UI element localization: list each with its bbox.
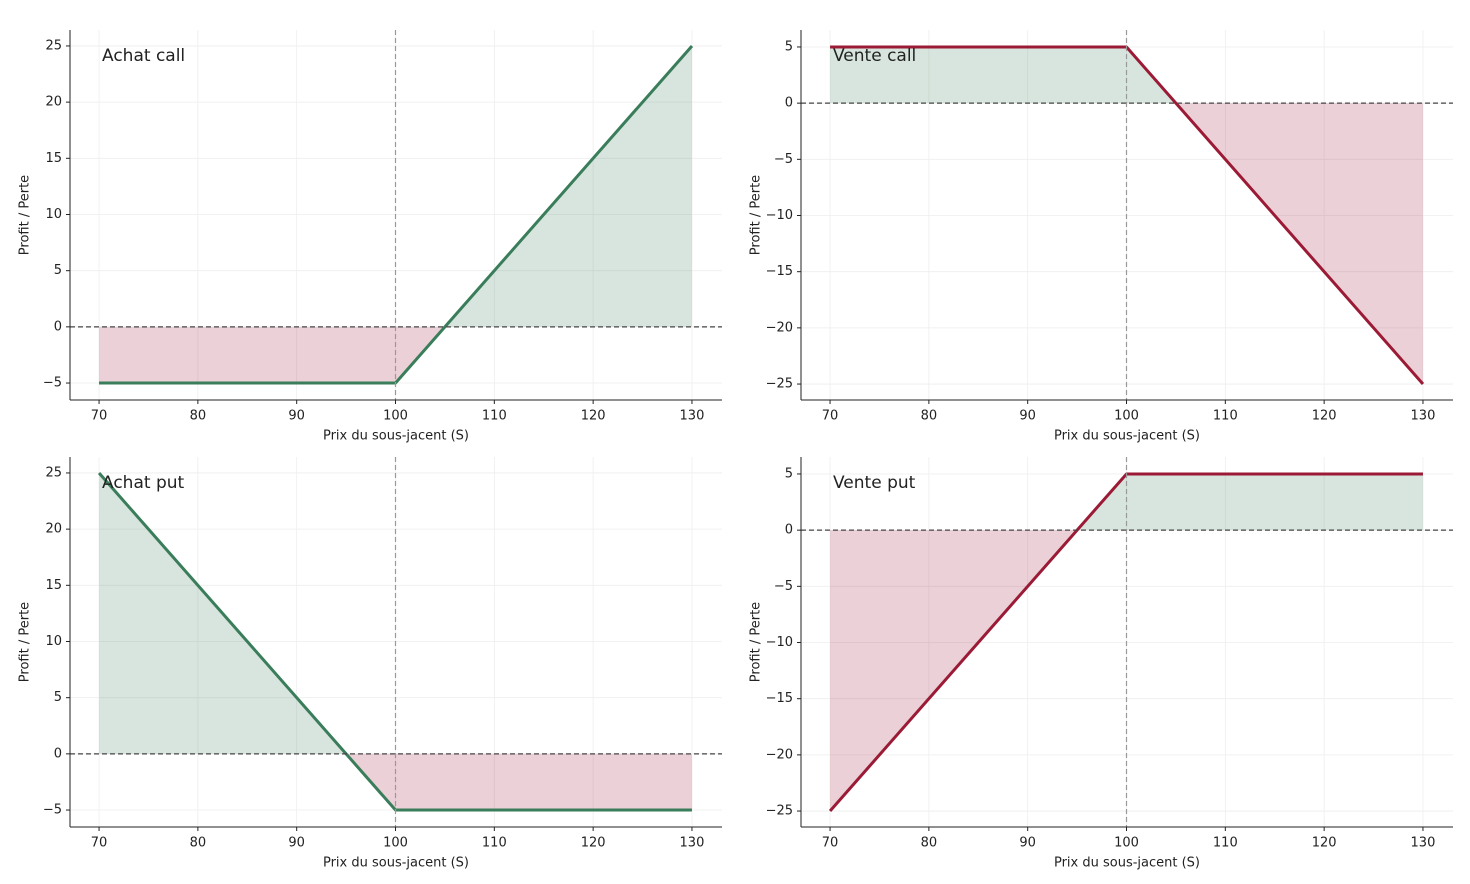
x-tick-label: 120 — [581, 409, 606, 424]
x-tick-label: 110 — [482, 836, 507, 851]
x-tick-label: 80 — [190, 409, 207, 424]
y-axis-label: Profit / Perte — [749, 175, 764, 255]
y-tick-label: −5 — [774, 152, 793, 167]
x-tick-label: 100 — [1114, 836, 1139, 851]
x-tick-label: 90 — [1019, 836, 1036, 851]
x-tick-label: 90 — [288, 409, 305, 424]
y-tick-label: −10 — [766, 635, 793, 650]
y-tick-label: 20 — [45, 95, 62, 110]
y-tick-label: 5 — [54, 263, 62, 278]
y-tick-label: 0 — [54, 319, 62, 334]
x-tick-label: 80 — [190, 836, 207, 851]
y-axis-label: Profit / Perte — [18, 175, 33, 255]
x-tick-label: 80 — [921, 836, 938, 851]
y-tick-label: 15 — [45, 151, 62, 166]
y-axis-label: Profit / Perte — [18, 602, 33, 682]
y-tick-label: 0 — [785, 96, 793, 111]
profit-shading — [99, 326, 396, 384]
x-tick-label: 90 — [1019, 409, 1036, 424]
y-tick-label: 5 — [785, 39, 793, 54]
x-tick-label: 100 — [383, 836, 408, 851]
y-tick-label: 0 — [54, 746, 62, 761]
x-tick-label: 120 — [1312, 836, 1337, 851]
x-tick-label: 100 — [383, 409, 408, 424]
y-tick-label: 15 — [45, 578, 62, 593]
chart-title: Vente put — [833, 473, 916, 493]
y-tick-label: 25 — [45, 465, 62, 480]
x-axis-label: Prix du sous-jacent (S) — [323, 856, 469, 871]
y-tick-label: −20 — [766, 747, 793, 762]
x-tick-label: 110 — [1213, 409, 1238, 424]
x-tick-label: 80 — [921, 409, 938, 424]
profit-shading — [395, 753, 692, 811]
y-tick-label: −15 — [766, 691, 793, 706]
profit-shading — [830, 46, 1127, 104]
y-tick-label: 0 — [785, 523, 793, 538]
x-tick-label: 110 — [482, 409, 507, 424]
y-tick-label: −25 — [766, 804, 793, 819]
profit-shading — [1126, 473, 1423, 531]
y-tick-label: 5 — [54, 690, 62, 705]
panel: 70 80 90 100 110 120 130 −5 0 5 10 15 20 25 Prix du so… — [18, 30, 722, 444]
x-tick-label: 120 — [581, 836, 606, 851]
x-axis-label: Prix du sous-jacent (S) — [323, 429, 469, 444]
x-tick-label: 130 — [680, 409, 705, 424]
x-axis-label: Prix du sous-jacent (S) — [1054, 856, 1200, 871]
y-tick-label: −25 — [766, 377, 793, 392]
y-tick-label: −15 — [766, 264, 793, 279]
chart-title: Achat call — [102, 46, 185, 66]
chart-title: Achat put — [102, 473, 185, 493]
x-tick-label: 130 — [1411, 836, 1436, 851]
panel: 70 80 90 100 110 120 130 −25 −20 −15 −10 −5 0 5 Prix d… — [749, 457, 1453, 871]
y-tick-label: 10 — [45, 634, 62, 649]
y-tick-label: 5 — [785, 466, 793, 481]
y-tick-label: −5 — [43, 803, 62, 818]
y-tick-label: 10 — [45, 207, 62, 222]
x-axis-label: Prix du sous-jacent (S) — [1054, 429, 1200, 444]
x-tick-label: 70 — [822, 409, 839, 424]
x-tick-label: 70 — [91, 409, 108, 424]
panel: 70 80 90 100 110 120 130 −5 0 5 10 15 20 25 Prix du so… — [18, 457, 722, 871]
panel: 70 80 90 100 110 120 130 −25 −20 −15 −10 −5 0 5 Prix d… — [749, 30, 1453, 444]
x-tick-label: 100 — [1114, 409, 1139, 424]
x-tick-label: 120 — [1312, 409, 1337, 424]
x-tick-label: 130 — [680, 836, 705, 851]
y-tick-label: −20 — [766, 320, 793, 335]
x-tick-label: 70 — [822, 836, 839, 851]
x-tick-label: 130 — [1411, 409, 1436, 424]
y-tick-label: −5 — [774, 579, 793, 594]
y-tick-label: −5 — [43, 376, 62, 391]
x-tick-label: 110 — [1213, 836, 1238, 851]
y-axis-label: Profit / Perte — [749, 602, 764, 682]
x-tick-label: 90 — [288, 836, 305, 851]
y-tick-label: 20 — [45, 522, 62, 537]
y-tick-label: −10 — [766, 208, 793, 223]
chart-title: Vente call — [833, 46, 916, 66]
x-tick-label: 70 — [91, 836, 108, 851]
y-tick-label: 25 — [45, 38, 62, 53]
